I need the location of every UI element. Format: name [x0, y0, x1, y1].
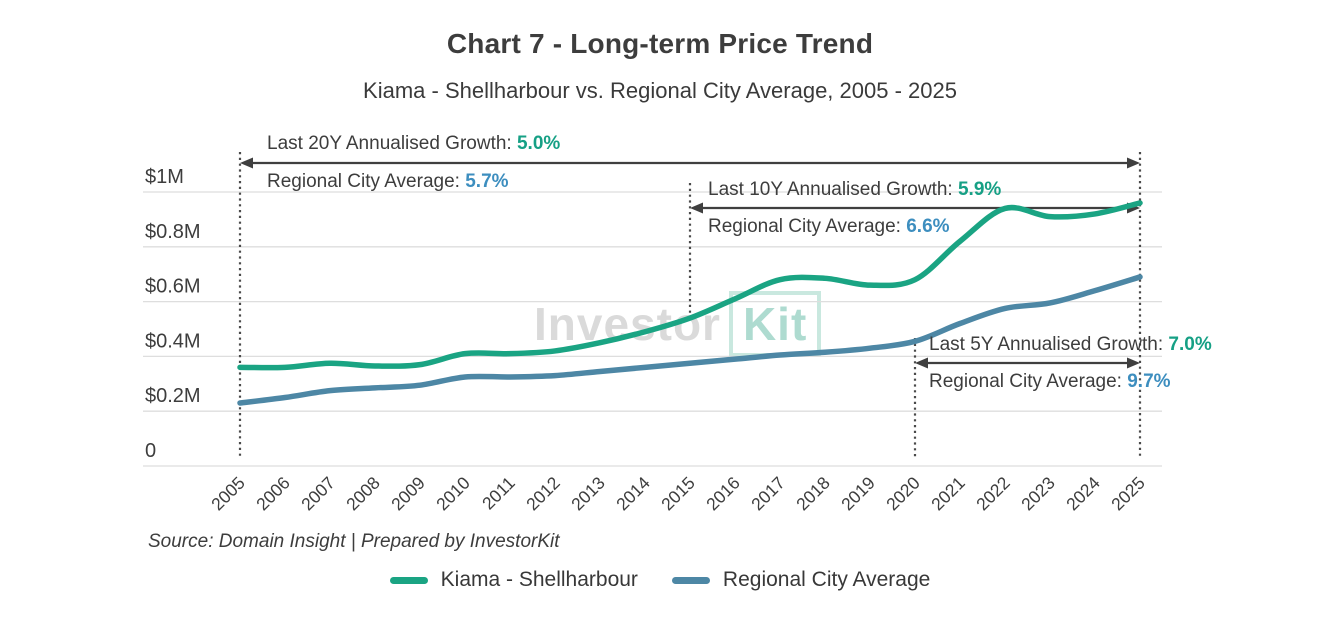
x-tick-label: 2010 [432, 473, 474, 515]
x-tick-label: 2013 [567, 473, 609, 515]
y-tick-label: 0 [145, 440, 156, 462]
chart-legend: Kiama - Shellharbour Regional City Avera… [0, 568, 1320, 592]
y-tick-label: $1M [145, 166, 184, 188]
arrow-head-left-10y [690, 202, 703, 214]
y-tick-label: $0.6M [145, 276, 201, 298]
x-tick-label: 2022 [972, 473, 1014, 515]
x-tick-label: 2018 [792, 473, 834, 515]
x-tick-label: 2008 [342, 473, 384, 515]
source-note: Source: Domain Insight | Prepared by Inv… [148, 531, 560, 552]
series-line-kiama-shellharbour [237, 200, 1143, 371]
chart-title: Chart 7 - Long-term Price Trend [446, 28, 874, 59]
legend-label: Regional City Average [722, 568, 931, 591]
annotation-20y-regional: Regional City Average: 5.7% [267, 171, 509, 192]
x-tick-label: 2016 [702, 473, 744, 515]
legend-item-kiama[interactable]: Kiama - Shellharbour [389, 568, 638, 592]
y-tick-label: $0.4M [145, 330, 201, 352]
x-tick-label: 2011 [478, 473, 519, 514]
arrow-head-right-5y [1127, 357, 1140, 369]
arrow-head-left-20y [240, 157, 253, 169]
x-tick-label: 2015 [657, 473, 699, 515]
x-tick-label: 2009 [387, 473, 429, 515]
annotation-5y-regional: Regional City Average: 9.7% [929, 371, 1171, 392]
legend-item-regional[interactable]: Regional City Average [671, 568, 931, 592]
legend-label: Kiama - Shellharbour [440, 568, 638, 591]
annotation-10y-regional: Regional City Average: 6.6% [708, 216, 950, 237]
x-tick-label: 2014 [612, 473, 654, 515]
annotation-10y-growth: Last 10Y Annualised Growth: 5.9% [708, 179, 1002, 200]
x-tick-label: 2007 [297, 473, 339, 515]
arrow-head-right-20y [1127, 157, 1140, 169]
x-tick-label: 2024 [1062, 473, 1104, 515]
x-tick-label: 2023 [1017, 473, 1059, 515]
regional-line-swatch [671, 576, 710, 584]
arrow-head-left-5y [915, 357, 928, 369]
x-tick-label: 2017 [747, 473, 789, 515]
x-tick-label: 2005 [207, 473, 249, 515]
x-tick-label: 2025 [1107, 473, 1149, 515]
x-tick-label: 2021 [927, 473, 969, 515]
x-tick-label: 2006 [252, 473, 294, 515]
y-tick-label: $0.8M [145, 221, 201, 243]
chart-subtitle: Kiama - Shellharbour vs. Regional City A… [363, 78, 957, 103]
x-tick-label: 2019 [837, 473, 879, 515]
annotation-20y-growth: Last 20Y Annualised Growth: 5.0% [267, 133, 561, 154]
kiama-line-swatch [389, 576, 428, 584]
annotation-5y-growth: Last 5Y Annualised Growth: 7.0% [929, 334, 1212, 355]
x-tick-label: 2012 [522, 473, 564, 515]
x-tick-label: 2020 [882, 473, 924, 515]
series-line-regional-city-average [237, 274, 1143, 406]
y-tick-label: $0.2M [145, 385, 201, 407]
